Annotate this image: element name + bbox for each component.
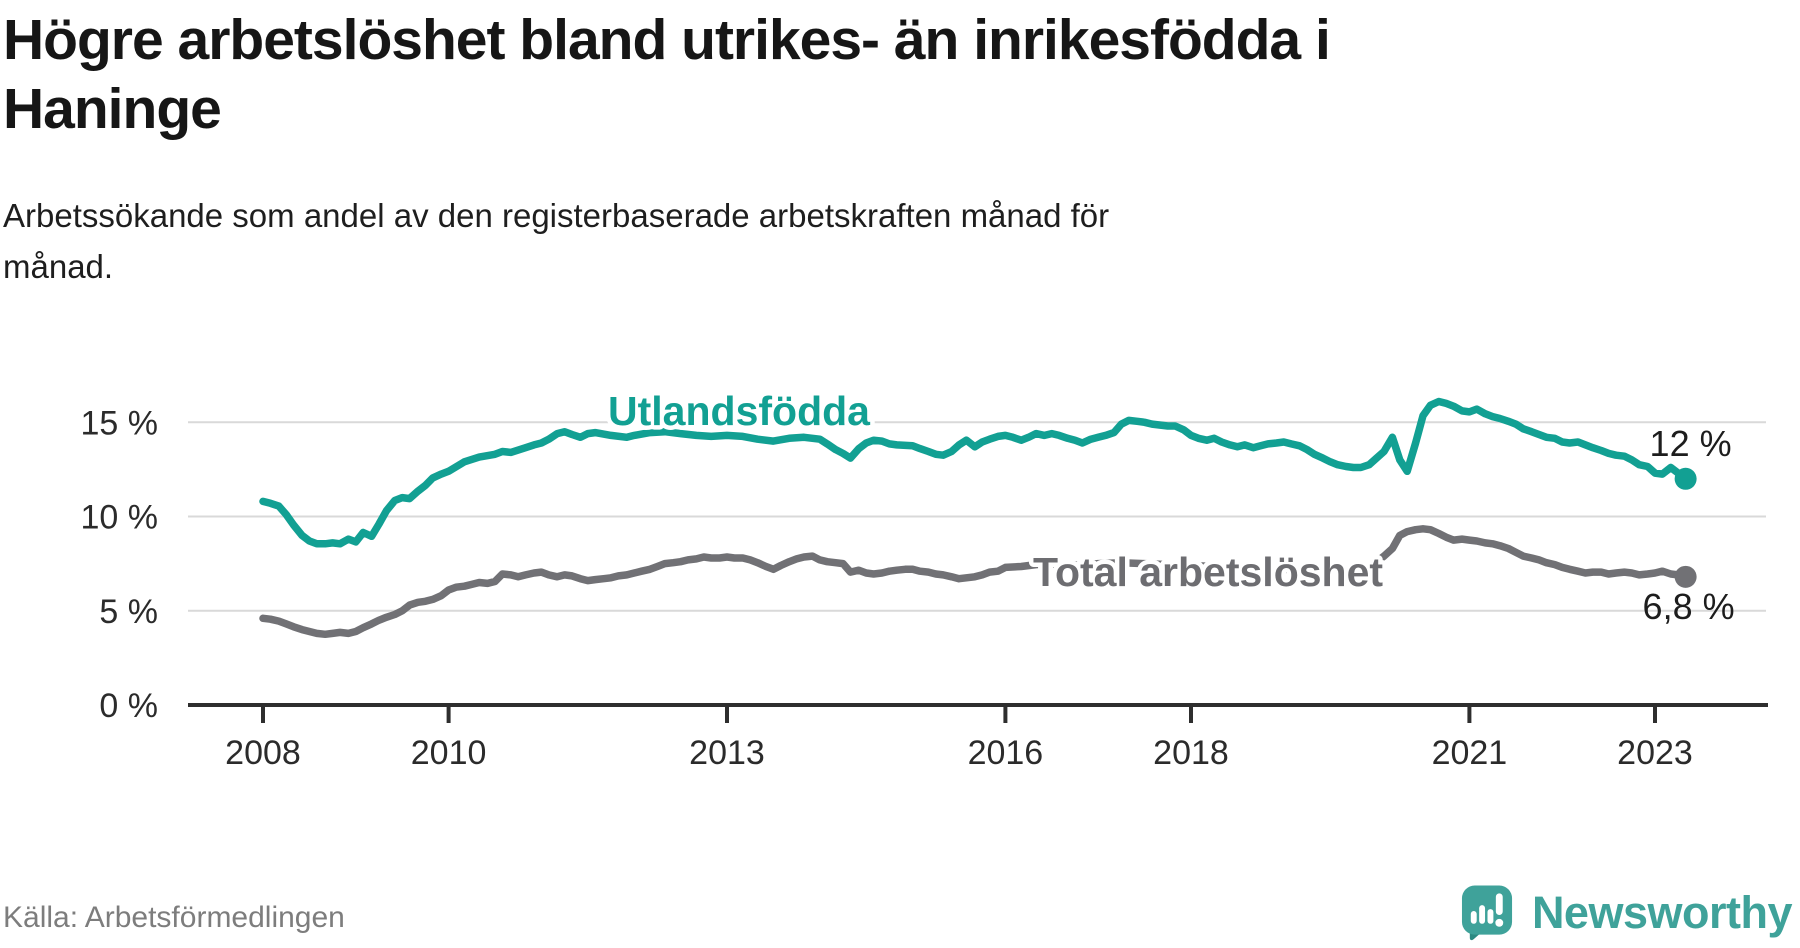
page-title-line1: Högre arbetslöshet bland utrikes- än inr…: [3, 8, 1331, 72]
logo-exclamation-bar: [1495, 893, 1503, 915]
series-label-total-arbetsloshet: Total arbetslöshet: [1033, 549, 1383, 595]
page-title: Högre arbetslöshet bland utrikes- än inr…: [3, 6, 1331, 144]
series-total-arbetsloshet: [259, 525, 1697, 639]
x-tick-label: 2021: [1432, 734, 1508, 772]
logo-bar-1: [1470, 911, 1477, 924]
x-tick-label: 2016: [968, 734, 1044, 772]
x-tick-label: 2010: [411, 734, 487, 772]
brand-name: Newsworthy: [1531, 887, 1793, 938]
series-line-utlandsfodda: [259, 397, 1690, 548]
newsworthy-logo: Newsworthy: [1460, 884, 1793, 942]
chart-subtitle: Arbetssökande som andel av den registerb…: [3, 190, 1109, 292]
x-tick-label: 2008: [225, 734, 301, 772]
gridlines: [188, 421, 1766, 612]
series-end-dot-total-arbetsloshet: [1674, 565, 1697, 588]
logo-bar-2: [1479, 905, 1485, 924]
series-line-total-arbetsloshet: [259, 525, 1690, 639]
logo-bubble: [1461, 885, 1512, 935]
y-tick-label: 10 %: [81, 499, 159, 537]
x-axis: 2008 2010 2013 2016 2018 2021 2023: [188, 703, 1768, 772]
series-end-dot-utlandsfodda: [1674, 467, 1697, 490]
page-title-line2: Haninge: [3, 77, 222, 141]
x-tick-label: 2018: [1153, 734, 1229, 772]
logo-exclamation-dot: [1495, 918, 1504, 927]
logo-bar-3: [1487, 909, 1494, 924]
newsworthy-logo-icon: [1461, 885, 1512, 941]
source-note: Källa: Arbetsförmedlingen: [3, 901, 345, 934]
end-value-label-total-arbetsloshet: 6,8 %: [1643, 586, 1735, 627]
y-tick-label: 0 %: [99, 687, 158, 725]
y-axis: 0 % 5 % 10 % 15 %: [81, 404, 159, 725]
y-tick-label: 5 %: [99, 593, 158, 631]
y-tick-label: 15 %: [81, 404, 159, 442]
x-tick-label: 2023: [1617, 734, 1693, 772]
end-value-label-utlandsfodda: 12 %: [1650, 423, 1732, 464]
chart-subtitle-line1: Arbetssökande som andel av den registerb…: [3, 197, 1110, 234]
chart-subtitle-line2: månad.: [3, 248, 114, 285]
series-label-utlandsfodda: Utlandsfödda: [608, 388, 871, 434]
x-tick-label: 2013: [689, 734, 765, 772]
series-utlandsfodda: [259, 397, 1697, 548]
